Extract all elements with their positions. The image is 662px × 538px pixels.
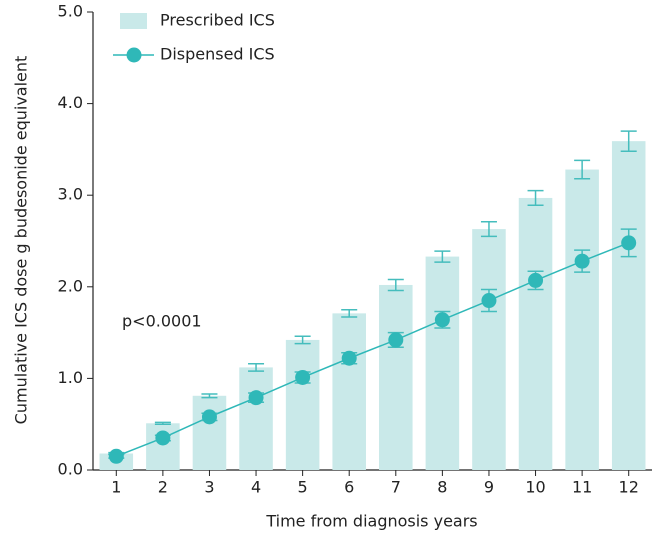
y-axis-label: Cumulative ICS dose g budesonide equival…	[12, 56, 31, 425]
x-tick-label: 11	[572, 478, 592, 497]
marker	[388, 332, 404, 348]
x-axis-label: Time from diagnosis years	[265, 512, 477, 531]
y-tick-label: 0.0	[58, 460, 83, 479]
marker	[528, 272, 544, 288]
bar	[192, 395, 227, 470]
bar	[425, 256, 460, 470]
bar	[518, 197, 553, 470]
marker	[155, 430, 171, 446]
legend-label: Dispensed ICS	[160, 45, 275, 64]
bar	[332, 313, 366, 470]
bar	[146, 423, 180, 470]
x-tick-label: 1	[111, 478, 121, 497]
legend-swatch	[126, 47, 142, 63]
x-tick-label: 3	[204, 478, 214, 497]
marker	[108, 448, 124, 464]
x-tick-label: 5	[298, 478, 308, 497]
bar	[472, 229, 506, 470]
marker	[248, 390, 264, 406]
bar	[611, 141, 646, 470]
bar	[285, 339, 320, 470]
y-tick-label: 5.0	[58, 2, 83, 21]
x-tick-label: 4	[251, 478, 261, 497]
legend-label: Prescribed ICS	[160, 11, 275, 30]
annotation: p<0.0001	[122, 312, 202, 331]
marker	[621, 235, 637, 251]
bar	[565, 169, 599, 470]
x-tick-label: 6	[344, 478, 354, 497]
x-tick-label: 8	[437, 478, 447, 497]
y-tick-label: 3.0	[58, 185, 83, 204]
marker	[481, 293, 497, 309]
x-tick-label: 12	[619, 478, 639, 497]
x-tick-label: 9	[484, 478, 494, 497]
y-tick-label: 4.0	[58, 93, 83, 112]
marker	[574, 253, 590, 269]
marker	[341, 350, 357, 366]
x-tick-label: 10	[525, 478, 545, 497]
bar	[379, 284, 413, 470]
x-tick-label: 7	[391, 478, 401, 497]
x-tick-label: 2	[158, 478, 168, 497]
y-tick-label: 1.0	[58, 368, 83, 387]
bar	[239, 367, 273, 470]
marker	[295, 369, 311, 385]
legend-swatch	[120, 13, 147, 29]
marker	[201, 409, 217, 425]
y-tick-label: 2.0	[58, 276, 83, 295]
marker	[434, 312, 450, 328]
